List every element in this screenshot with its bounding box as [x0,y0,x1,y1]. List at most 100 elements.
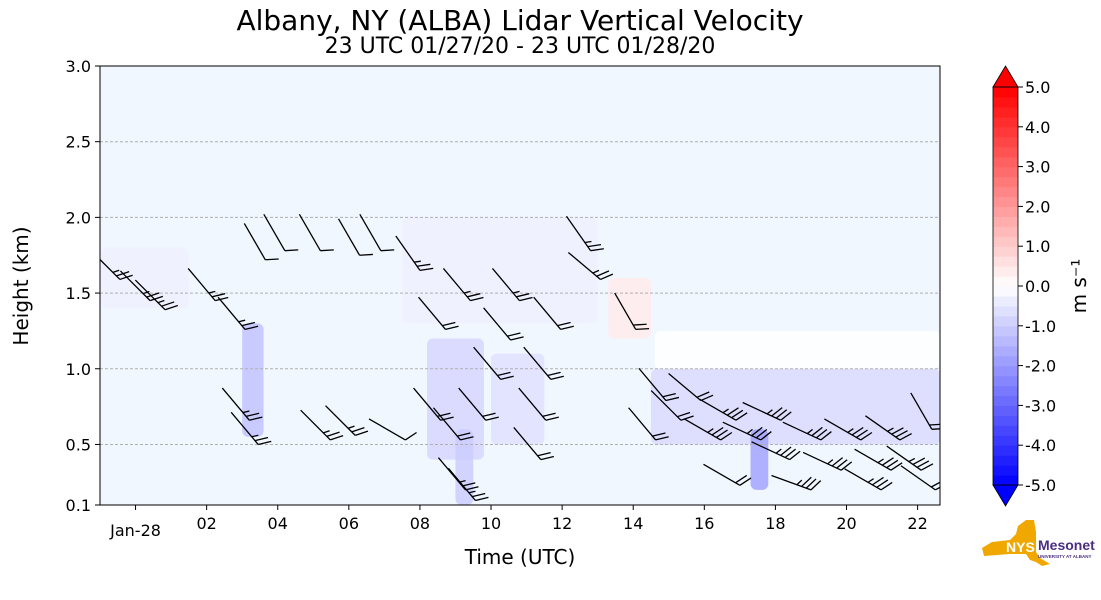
wind-barb [614,292,650,331]
colorbar-segment [993,455,1018,466]
y-tick-label: 0.5 [66,435,91,454]
wind-barb [418,296,459,331]
logo-university: UNIVERSITY AT ALBANY [1038,554,1092,559]
colorbar-segment [993,236,1018,247]
wind-barb [337,218,373,256]
wind-barb [513,426,554,461]
wind-barb [650,390,694,421]
y-tick-label: 1.0 [66,360,91,379]
colorbar-segment [993,226,1018,237]
wind-barb [910,392,940,430]
y-axis-label: Height (km) [9,226,33,345]
y-tick-label: 2.5 [66,133,91,152]
colorbar-tick-label: 3.0 [1025,158,1050,177]
wind-barb [442,268,484,302]
colorbar-tick-label: -2.0 [1025,357,1056,376]
wind-barb [263,213,299,252]
wind-barb [300,409,344,441]
colorbar-tick-label: -3.0 [1025,396,1056,415]
wind-barb [447,467,489,502]
wind-barb [119,270,164,302]
colorbar-segment [993,276,1018,287]
wind-barb [523,346,564,380]
x-tick-label: Jan-28 [109,521,161,540]
wind-barb [368,418,417,441]
colorbar-tick-label: 2.0 [1025,197,1050,216]
wind-barb [844,468,893,491]
colorbar: 5.0 4.0 3.0 2.0 1.0 0.0 -1.0 -2.0 -3.0 -4.0 -5.0 [992,65,1056,507]
x-tick-label: 16 [694,514,714,533]
colorbar-segment [993,375,1018,387]
wind-barb [359,213,395,252]
wind-barb [432,407,474,441]
wind-barb [491,268,533,302]
colorbar-segment [993,445,1018,456]
x-tick-label: 14 [623,514,643,533]
wind-barb [865,415,912,441]
colorbar-label: m s⁻¹ [1067,259,1091,314]
velocity-patch [650,368,940,445]
wind-barb [854,448,903,471]
velocity-patch [455,429,474,505]
wind-barb [230,411,272,446]
colorbar-segment [993,435,1018,446]
colorbar-segment [993,256,1018,267]
x-tick-label: 02 [196,514,216,533]
colorbar-segment [993,186,1018,198]
colorbar-segment [993,345,1018,357]
x-tick-label: 06 [339,514,359,533]
wind-barb [628,407,669,441]
x-tick-label: 22 [907,514,927,533]
colorbar-segment [993,385,1018,397]
ny-state-shape-icon [982,520,1050,566]
colorbar-max-arrow [992,65,1019,88]
wind-barb [325,405,369,436]
wind-barb [567,251,614,281]
chart-title: Albany, NY (ALBA) Lidar Vertical Velocit… [236,4,804,37]
colorbar-tick-label: 1.0 [1025,237,1050,256]
wind-barb [483,307,524,341]
colorbar-segment [993,106,1018,118]
wind-barb [221,387,263,421]
chart-subtitle: 23 UTC 01/27/20 - 23 UTC 01/28/20 [324,34,716,59]
wind-barb [458,387,499,421]
velocity-patch [100,247,189,309]
wind-barb [668,373,714,402]
colorbar-segment [993,365,1018,377]
wind-barb [217,296,259,331]
logo-mesonet: Mesonet [1038,537,1095,553]
wind-barb [782,421,832,441]
colorbar-segment [993,325,1018,337]
colorbar-segment [993,335,1018,347]
colorbar-segment [993,126,1018,138]
colorbar-segment [993,286,1018,297]
colorbar-segment [993,87,1018,98]
colorbar-segment [993,96,1018,108]
colorbar-tick-label: 5.0 [1025,78,1050,97]
colorbar-tick-label: -4.0 [1025,436,1056,455]
colorbar-segment [993,415,1018,426]
colorbar-segment [993,266,1018,277]
wind-barb [824,418,873,441]
colorbar-tick-label: 0.0 [1025,277,1050,296]
colorbar-segment [993,216,1018,227]
wind-barb [683,418,733,441]
x-axis-label: Time (UTC) [464,545,576,569]
x-tick-label: 04 [268,514,288,533]
x-tick-label: 20 [836,514,856,533]
colorbar-segment [993,206,1018,217]
wind-barb [722,421,772,441]
velocity-patch [402,217,598,324]
colorbar-segment [993,196,1018,207]
wind-barb [518,387,559,421]
colorbar-segment [993,465,1018,476]
wind-barb [134,279,178,311]
colorbar-segment [993,295,1018,307]
colorbar-segment [993,146,1018,158]
wind-barb [298,213,334,252]
velocity-patch [242,323,264,437]
x-tick-label: 10 [481,514,501,533]
wind-barb [565,215,604,252]
logo-nys: NYS [1006,539,1035,555]
wind-barb [751,441,801,461]
